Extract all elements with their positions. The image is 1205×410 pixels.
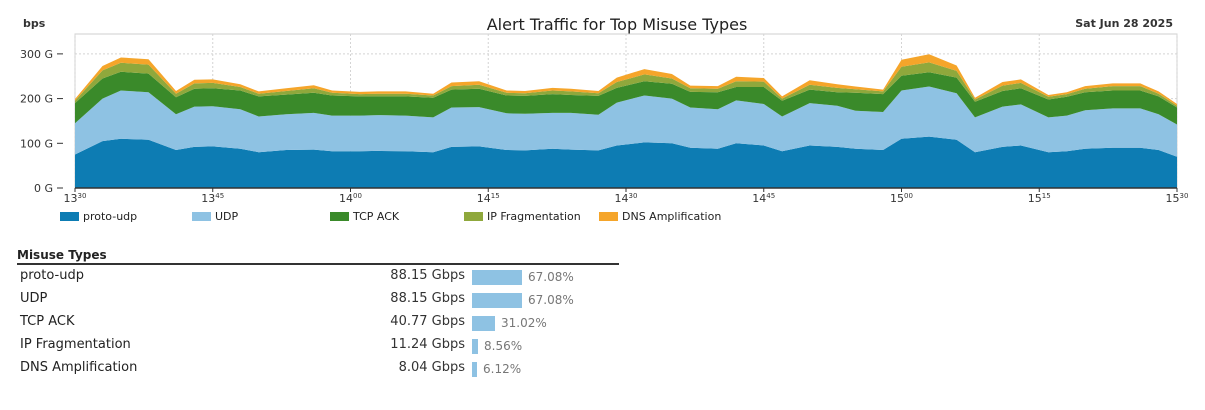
axes: 0 G 100 G 200 G 300 G 1330 1345 1400 1415 1430 14… [20,48,1188,205]
legend-label: proto-udp [83,210,138,223]
misuse-value: 88.15 Gbps [390,291,465,306]
misuse-name: TCP ACK [20,314,75,329]
misuse-row: DNS Amplification 8.04 Gbps 6.12% [20,360,640,380]
legend-label: UDP [215,210,239,223]
misuse-bar [472,339,478,354]
legend-item-proto-udp: proto-udp [60,210,137,223]
misuse-percent: 67.08% [528,293,574,307]
misuse-percent: 6.12% [483,362,522,376]
misuse-name: UDP [20,291,48,306]
area-tcp-ack [75,71,1177,125]
y-tick-label: 300 G [20,48,53,61]
area-dns-amplification [75,54,1177,106]
y-tick-label: 100 G [20,137,53,150]
misuse-row: IP Fragmentation 11.24 Gbps 8.56% [20,337,640,357]
misuse-name: DNS Amplification [20,360,138,375]
misuse-value: 88.15 Gbps [390,268,465,283]
misuse-bar [472,362,477,377]
legend-swatch [60,211,79,221]
x-tick-label: 1430 [615,192,638,205]
x-tick-label: 1330 [64,192,87,205]
misuse-value: 40.77 Gbps [390,314,465,329]
y-unit-label: bps [23,17,46,30]
misuse-types-title: Misuse Types [17,248,619,265]
legend-item-dns-amplification: DNS Amplification [599,210,721,223]
chart-title: Alert Traffic for Top Misuse Types [487,15,748,34]
legend-item-tcp-ack: TCP ACK [330,210,399,223]
x-tick-label: 1400 [339,192,362,205]
x-tick-label: 1445 [752,192,775,205]
legend-label: TCP ACK [353,210,400,223]
misuse-row: UDP 88.15 Gbps 67.08% [20,291,640,311]
y-tick-label: 0 G [34,182,53,195]
x-tick-label: 1345 [201,192,224,205]
chart-date: Sat Jun 28 2025 [1075,17,1173,30]
misuse-bar [472,316,495,331]
misuse-percent: 31.02% [501,316,547,330]
misuse-value: 11.24 Gbps [390,337,465,352]
misuse-percent: 67.08% [528,270,574,284]
misuse-percent: 8.56% [484,339,523,353]
legend-item-ip-fragmentation: IP Fragmentation [464,210,581,223]
misuse-value: 8.04 Gbps [398,360,465,375]
x-tick-label: 1500 [890,192,913,205]
misuse-bar [472,293,522,308]
plot-areas [75,54,1177,188]
area-proto-udp [75,136,1177,188]
legend-swatch [192,211,211,221]
misuse-bar [472,270,522,285]
misuse-row: TCP ACK 40.77 Gbps 31.02% [20,314,640,334]
misuse-name: IP Fragmentation [20,337,131,352]
x-tick-label: 1415 [477,192,500,205]
x-tick-label: 1515 [1028,192,1051,205]
misuse-name: proto-udp [20,268,84,283]
legend-label: DNS Amplification [622,210,722,223]
area-ip-fragmentation [75,62,1177,108]
misuse-row: proto-udp 88.15 Gbps 67.08% [20,268,640,288]
legend-label: IP Fragmentation [487,210,581,223]
y-tick-label: 200 G [20,93,53,106]
x-tick-label: 1530 [1166,192,1189,205]
alert-traffic-chart: bps Alert Traffic for Top Misuse Types S… [20,15,1188,205]
legend-swatch [330,211,349,221]
area-udp [75,86,1177,157]
legend-item-udp: UDP [192,210,238,223]
legend-swatch [464,211,483,221]
legend-swatch [599,211,618,221]
